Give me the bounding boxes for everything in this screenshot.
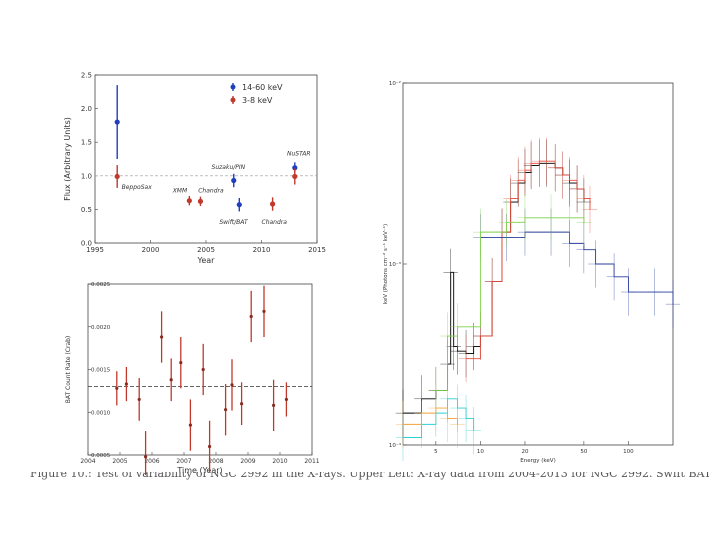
y-tick-label: 0.0010 xyxy=(91,410,111,416)
data-point xyxy=(169,378,173,382)
x-axis-label: Year xyxy=(197,256,216,265)
figure-caption: Figure 10.: Test of variability of NGC 2… xyxy=(30,472,710,486)
y-tick-label: 0.0020 xyxy=(91,325,111,331)
spectrum-line xyxy=(435,217,585,391)
plot-frame xyxy=(94,74,318,244)
instrument-annotation: XMM xyxy=(172,188,188,195)
legend-entry: 3-8 keV xyxy=(242,96,273,105)
data-point xyxy=(188,423,192,427)
data-point xyxy=(240,402,244,406)
xray-spectrum-chart: 5 10 20 50 100 10⁻⁴ 10⁻³ 10⁻² Energy (keV) keV (P… xyxy=(382,80,680,464)
x-tick-label: 2010 xyxy=(253,246,271,254)
y-tick-label: 0.0005 xyxy=(91,453,111,459)
y-tick-label: 2.5 xyxy=(81,72,92,80)
plot-frame xyxy=(87,283,313,456)
spectrum-line xyxy=(466,160,591,360)
x-tick-label: 100 xyxy=(623,449,634,455)
instrument-annotation: Chandra xyxy=(198,188,224,195)
x-tick-label: 2006 xyxy=(144,458,159,465)
x-tick-label: 2010 xyxy=(272,458,287,465)
data-point xyxy=(208,444,212,449)
x-tick-label: 2000 xyxy=(142,246,160,254)
spectrum-line xyxy=(403,407,458,425)
x-tick-label: 2005 xyxy=(112,458,127,465)
x-tick-label: 20 xyxy=(521,449,528,455)
data-point xyxy=(272,403,276,408)
y-axis-label: keV (Photons cm⁻² s⁻¹ keV⁻¹) xyxy=(382,224,389,304)
legend-marker xyxy=(230,84,236,90)
x-tick-label: 2004 xyxy=(80,458,95,465)
legend-marker xyxy=(230,97,236,103)
data-point xyxy=(160,335,164,339)
x-tick-label: 10 xyxy=(477,449,484,455)
y-tick-label: 2.0 xyxy=(81,105,92,113)
data-point xyxy=(197,198,204,204)
instrument-annotation: Swift/BAT xyxy=(219,219,249,226)
data-point xyxy=(201,367,205,372)
x-tick-label: 1995 xyxy=(86,246,104,254)
y-tick-label: 1.5 xyxy=(81,139,92,147)
spectrum-line xyxy=(480,231,674,305)
y-tick-label: 10⁻⁴ xyxy=(389,442,402,449)
y-axis-label: Flux (Arbitrary Units) xyxy=(63,117,72,201)
spectrum-line xyxy=(403,162,585,414)
x-tick-label: 2007 xyxy=(176,458,191,465)
spectrum-line xyxy=(403,398,475,438)
data-point xyxy=(262,309,266,313)
data-point xyxy=(230,383,234,387)
bat-lightcurve-chart: 2004 2005 2006 2007 2008 2009 2010 2011 0.0005 0.… xyxy=(65,282,320,475)
data-point xyxy=(115,386,119,390)
y-tick-label: 10⁻² xyxy=(389,80,401,87)
data-point xyxy=(236,202,242,208)
y-tick-label: 0.0 xyxy=(81,240,92,248)
y-tick-label: 10⁻³ xyxy=(389,261,401,268)
data-point xyxy=(114,119,120,125)
data-point xyxy=(270,201,276,207)
x-tick-label: 2015 xyxy=(308,246,326,254)
y-axis-label: BAT Count Rate (Crab) xyxy=(65,336,72,404)
x-tick-label: 50 xyxy=(580,449,587,455)
data-point xyxy=(114,173,120,180)
instrument-annotation: Chandra xyxy=(262,219,288,226)
instrument-annotation: BeppoSax xyxy=(122,184,153,191)
x-axis-label: Energy (keV) xyxy=(520,458,555,464)
data-point xyxy=(231,177,237,184)
instrument-annotation: NuSTAR xyxy=(287,151,311,158)
data-point xyxy=(249,314,253,319)
y-tick-label: 0.0015 xyxy=(91,368,111,374)
data-point xyxy=(144,455,148,459)
data-point xyxy=(137,397,141,402)
figure-caption-text: Figure 10.: Test of variability of NGC 2… xyxy=(30,472,710,480)
data-point xyxy=(292,173,298,180)
y-tick-label: 1.0 xyxy=(81,172,92,180)
x-tick-label: 5 xyxy=(434,449,438,455)
x-tick-label: 2011 xyxy=(304,458,319,465)
data-point xyxy=(179,361,183,365)
legend-entry: 14-60 keV xyxy=(242,83,283,92)
x-tick-label: 2005 xyxy=(197,246,215,254)
y-tick-label: 0.5 xyxy=(81,206,92,214)
y-tick-label: 0.0025 xyxy=(91,282,111,288)
data-point xyxy=(186,198,192,204)
x-tick-label: 2008 xyxy=(208,458,223,465)
instrument-annotation: Suzaku/PIN xyxy=(212,164,246,171)
data-point xyxy=(224,408,228,412)
x-axis-label: Time (Year) xyxy=(176,466,222,475)
x-tick-label: 2009 xyxy=(240,458,255,465)
data-point xyxy=(284,397,288,402)
data-point xyxy=(124,382,128,386)
data-point xyxy=(292,165,298,171)
flux-history-chart: 1995 2000 2005 2010 2015 0.0 0.5 1.0 1.5 2.0 2.5 Ye… xyxy=(63,72,326,266)
